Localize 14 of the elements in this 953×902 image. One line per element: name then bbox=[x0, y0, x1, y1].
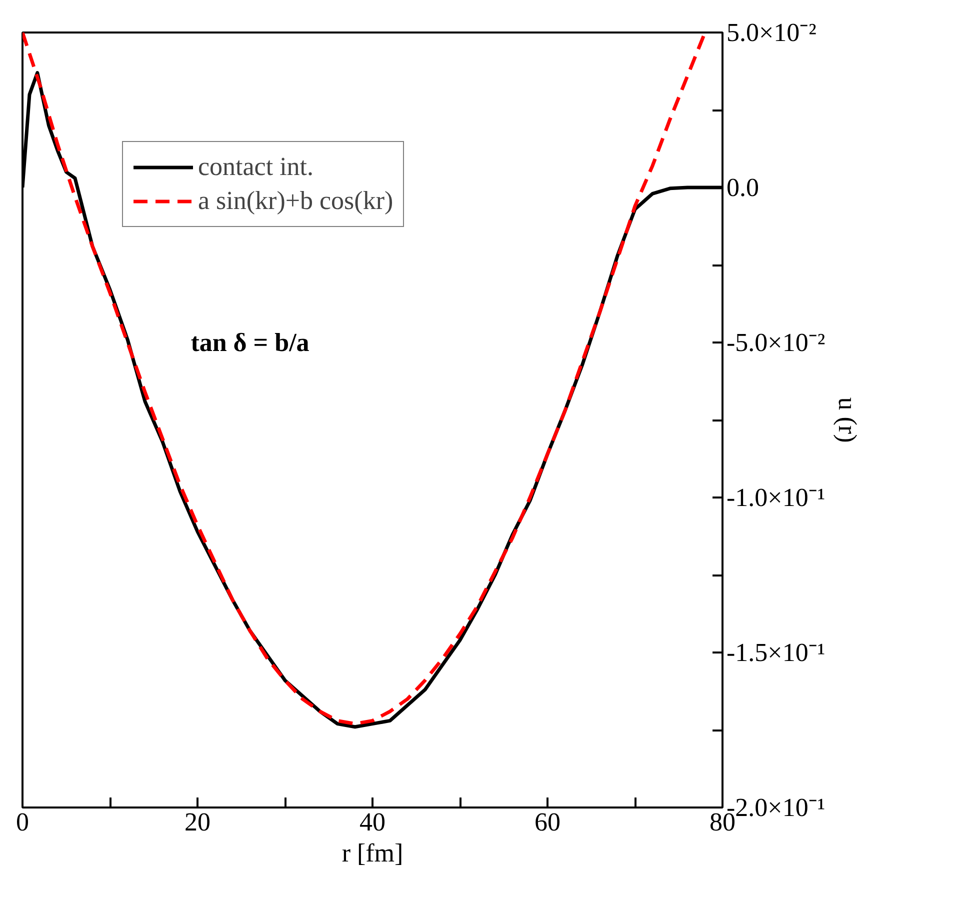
y-tick-label: -5.0×10⁻² bbox=[726, 328, 826, 357]
y-tick-label: 5.0×10⁻² bbox=[726, 18, 817, 47]
x-tick-label: 0 bbox=[16, 808, 29, 836]
x-axis-title: r [fm] bbox=[342, 838, 404, 868]
y-tick-label: -1.5×10⁻¹ bbox=[726, 638, 826, 667]
y-tick-label: 0.0 bbox=[726, 173, 759, 202]
x-tick-label: 60 bbox=[534, 808, 560, 836]
y-axis-title: u (r) bbox=[833, 397, 862, 443]
legend-label: a sin(kr)+b cos(kr) bbox=[198, 186, 394, 216]
x-tick-label: 20 bbox=[184, 808, 210, 836]
legend-label: contact int. bbox=[198, 152, 314, 182]
annotation: tan δ = b/a bbox=[190, 328, 310, 357]
x-tick-label: 40 bbox=[360, 808, 386, 836]
y-tick-label: -1.0×10⁻¹ bbox=[726, 483, 826, 512]
